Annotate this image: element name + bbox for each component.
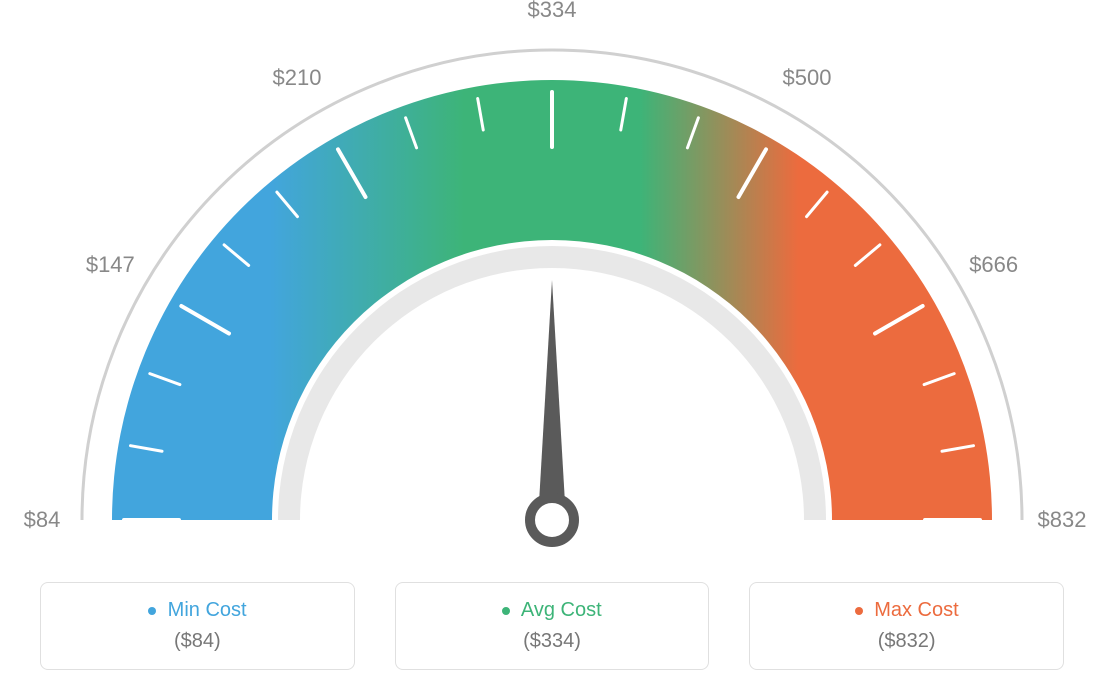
- legend-card-avg: Avg Cost ($334): [395, 582, 710, 670]
- gauge-tick-label: $832: [1038, 507, 1087, 533]
- gauge-tick-label: $210: [273, 65, 322, 91]
- legend-row: Min Cost ($84) Avg Cost ($334) Max Cost …: [0, 582, 1104, 670]
- gauge-tick-label: $334: [528, 0, 577, 23]
- dot-icon-min: [148, 607, 156, 615]
- gauge-tick-label: $147: [86, 252, 135, 278]
- gauge-svg: [0, 0, 1104, 560]
- legend-card-min: Min Cost ($84): [40, 582, 355, 670]
- legend-title-min-text: Min Cost: [168, 599, 247, 621]
- legend-title-max-text: Max Cost: [874, 599, 958, 621]
- legend-card-max: Max Cost ($832): [749, 582, 1064, 670]
- legend-value-avg: ($334): [416, 630, 689, 653]
- dot-icon-avg: [502, 607, 510, 615]
- gauge-needle: [538, 280, 566, 520]
- gauge-hub: [530, 498, 574, 542]
- gauge-tick-label: $666: [969, 252, 1018, 278]
- dot-icon-max: [855, 607, 863, 615]
- legend-title-min: Min Cost: [61, 599, 334, 622]
- gauge-chart: $84 $147 $210 $334 $500 $666 $832: [0, 0, 1104, 560]
- gauge-tick-label: $84: [24, 507, 61, 533]
- legend-value-min: ($84): [61, 630, 334, 653]
- gauge-tick-label: $500: [783, 65, 832, 91]
- legend-title-avg-text: Avg Cost: [521, 599, 602, 621]
- legend-value-max: ($832): [770, 630, 1043, 653]
- legend-title-max: Max Cost: [770, 599, 1043, 622]
- legend-title-avg: Avg Cost: [416, 599, 689, 622]
- cost-gauge-container: $84 $147 $210 $334 $500 $666 $832 Min Cost ($8…: [0, 0, 1104, 690]
